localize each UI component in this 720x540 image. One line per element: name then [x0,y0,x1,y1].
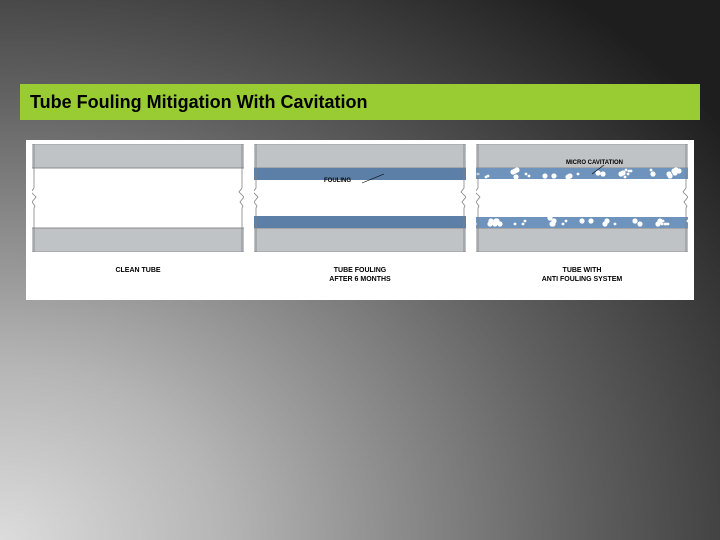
caption-clean: CLEAN TUBE [115,266,160,275]
inner-label-cavitation: MICRO CAVITATION [566,160,623,166]
panels-container: CLEAN TUBE FOULING TUBE FOULING AFTER 6 MO… [26,140,694,300]
title-bar: Tube Fouling Mitigation With Cavitation [20,84,700,120]
inner-label-fouled: FOULING [324,178,351,184]
caption-cavitation: TUBE WITH ANTI FOULING SYSTEM [542,266,623,284]
caption-fouled: TUBE FOULING AFTER 6 MONTHS [329,266,390,284]
tube-diagram-clean [30,144,246,252]
panel-fouled: FOULING TUBE FOULING AFTER 6 MONTHS [252,144,468,296]
tube-diagram-fouled: FOULING [252,144,468,252]
panel-clean: CLEAN TUBE [30,144,246,296]
tube-diagram-cavitation: MICRO CAVITATION [474,144,690,252]
panel-cavitation: MICRO CAVITATION TUBE WITH ANTI FOULING S… [474,144,690,296]
page-title: Tube Fouling Mitigation With Cavitation [30,92,367,113]
